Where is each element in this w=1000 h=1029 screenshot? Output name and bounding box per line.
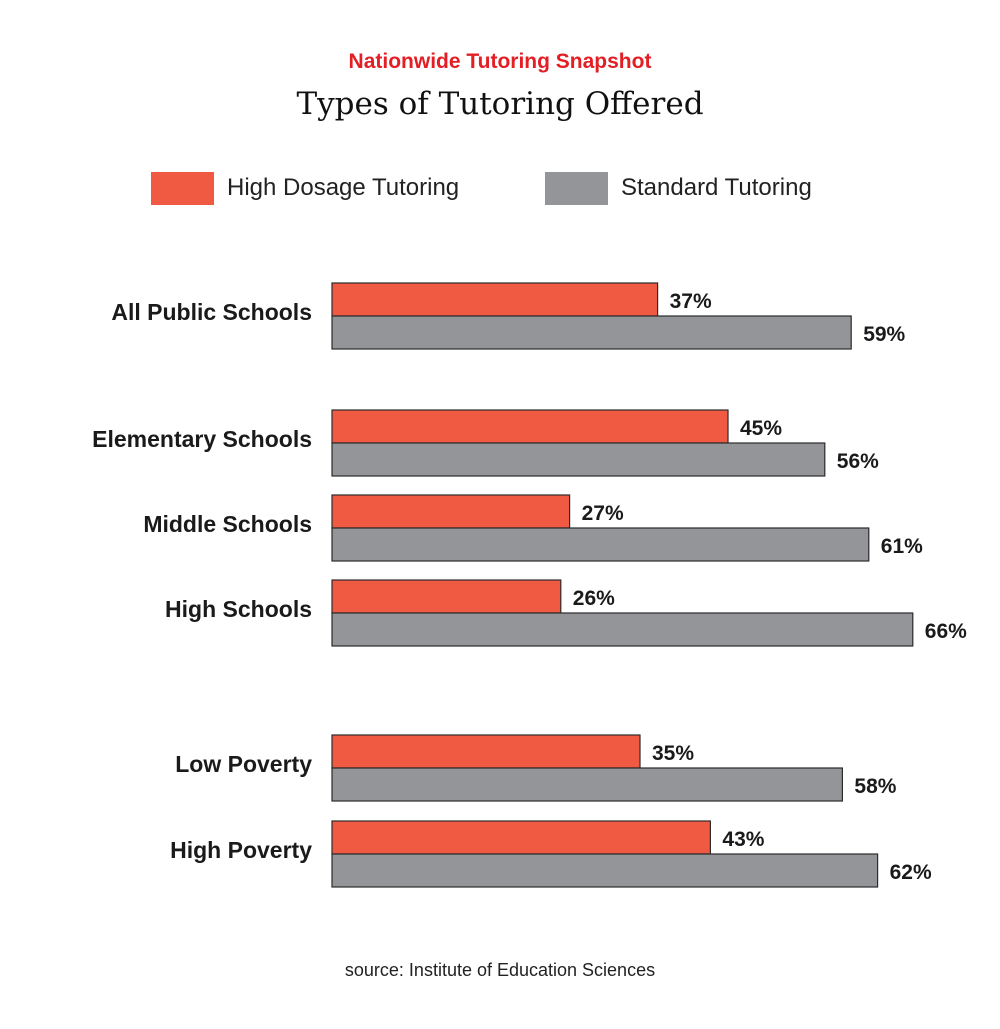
bar-high-dosage-elementary-schools bbox=[331, 409, 729, 444]
legend-swatch-high-dosage bbox=[151, 172, 214, 205]
value-label-high-dosage-high-poverty: 43% bbox=[722, 828, 764, 851]
bar-standard-high-poverty bbox=[331, 853, 879, 888]
category-label-high-poverty: High Poverty bbox=[170, 837, 312, 863]
bar-standard-low-poverty bbox=[331, 767, 843, 802]
value-label-high-dosage-low-poverty: 35% bbox=[652, 742, 694, 765]
legend-swatch-standard bbox=[545, 172, 608, 205]
value-label-high-dosage-elementary-schools: 45% bbox=[740, 417, 782, 440]
chart-title: Types of Tutoring Offered bbox=[296, 86, 704, 122]
value-label-high-dosage-all-public-schools: 37% bbox=[670, 290, 712, 313]
value-label-standard-middle-schools: 61% bbox=[881, 535, 923, 558]
category-label-elementary-schools: Elementary Schools bbox=[92, 426, 312, 452]
value-label-standard-high-poverty: 62% bbox=[890, 861, 932, 884]
legend-label-high-dosage: High Dosage Tutoring bbox=[227, 174, 460, 201]
value-label-high-dosage-high-schools: 26% bbox=[573, 587, 615, 610]
bar-high-dosage-all-public-schools bbox=[331, 282, 659, 317]
bar-standard-elementary-schools bbox=[331, 442, 826, 477]
category-label-low-poverty: Low Poverty bbox=[175, 751, 312, 777]
source-note: source: Institute of Education Sciences bbox=[344, 960, 656, 980]
value-label-standard-high-schools: 66% bbox=[925, 620, 967, 643]
bar-standard-middle-schools bbox=[331, 527, 870, 562]
bar-standard-all-public-schools bbox=[331, 315, 852, 350]
chart-kicker: Nationwide Tutoring Snapshot bbox=[348, 50, 652, 73]
legend-label-standard: Standard Tutoring bbox=[621, 174, 812, 201]
bar-high-dosage-middle-schools bbox=[331, 494, 571, 529]
category-label-high-schools: High Schools bbox=[165, 596, 312, 622]
value-label-standard-all-public-schools: 59% bbox=[863, 323, 905, 346]
value-label-standard-elementary-schools: 56% bbox=[837, 450, 879, 473]
value-label-high-dosage-middle-schools: 27% bbox=[582, 502, 624, 525]
bar-standard-high-schools bbox=[331, 612, 914, 647]
bar-high-dosage-high-poverty bbox=[331, 820, 711, 855]
bar-high-dosage-high-schools bbox=[331, 579, 562, 614]
category-label-all-public-schools: All Public Schools bbox=[111, 299, 312, 325]
value-label-standard-low-poverty: 58% bbox=[854, 775, 896, 798]
category-label-middle-schools: Middle Schools bbox=[143, 511, 312, 537]
bar-high-dosage-low-poverty bbox=[331, 734, 641, 769]
